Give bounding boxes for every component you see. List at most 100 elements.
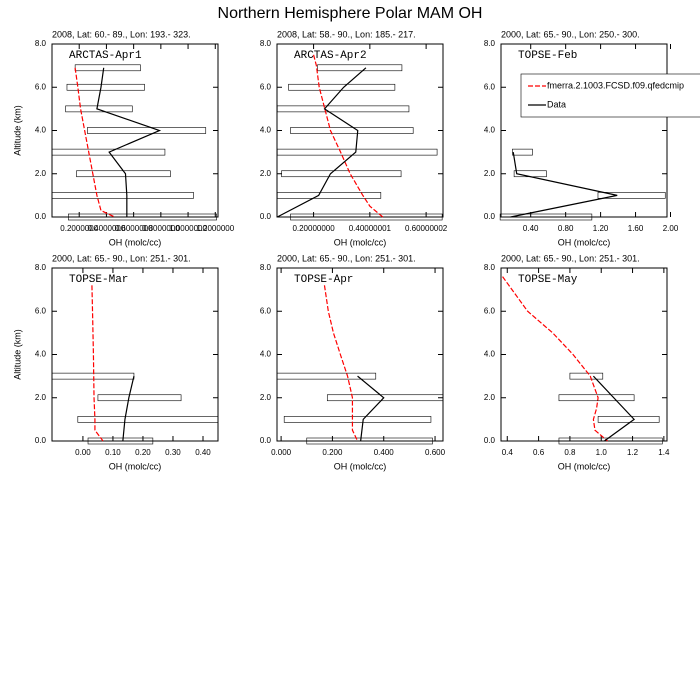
profile-line: [74, 67, 115, 218]
x-tick-label: 0.8: [564, 448, 576, 457]
x-tick-label: 0.40000001: [349, 224, 392, 233]
x-tick-label: 0.2000000: [60, 224, 98, 233]
panel-header: 2008, Lat: 58.- 90., Lon: 185.- 217.: [277, 29, 416, 39]
profile-line: [96, 67, 162, 217]
y-tick-label: 0.0: [35, 212, 47, 221]
panel-label: TOPSE-May: [518, 274, 578, 286]
range-box: [499, 213, 593, 221]
x-tick-label: 1.2: [627, 448, 639, 457]
x-tick-label: 0.30: [165, 448, 181, 457]
range-box: [597, 192, 666, 199]
x-tick-label: 0.10: [105, 448, 121, 457]
profile-line: [592, 375, 636, 442]
panel-label: ARCTAS-Apr2: [294, 50, 367, 62]
range-box: [276, 192, 382, 199]
x-tick-label: 0.40: [195, 448, 211, 457]
panel-label: TOPSE-Feb: [518, 50, 577, 62]
y-tick-label: 8.0: [35, 263, 47, 272]
range-box: [87, 437, 154, 445]
y-tick-label: 2.0: [260, 169, 272, 178]
y-tick-label: 0.0: [35, 436, 47, 445]
range-box: [512, 148, 533, 156]
x-tick-label: 0.6000000: [115, 224, 153, 233]
y-tick-label: 4.0: [484, 350, 496, 359]
y-tick-label: 8.0: [260, 39, 272, 48]
y-tick-label: 4.0: [260, 350, 272, 359]
range-box: [276, 105, 410, 113]
x-tick-label: 0.60000002: [405, 224, 448, 233]
y-tick-label: 2.0: [484, 393, 496, 402]
y-tick-label: 6.0: [35, 306, 47, 315]
range-box: [558, 437, 663, 445]
range-box: [65, 105, 133, 113]
y-axis-label: Altitude (km): [12, 329, 22, 380]
profile-line: [357, 375, 385, 442]
figure-title: Northern Hemisphere Polar MAM OH: [218, 5, 483, 22]
range-box: [306, 437, 433, 445]
profile-line: [91, 285, 104, 442]
y-tick-label: 2.0: [35, 169, 47, 178]
x-tick-label: 0.200: [322, 448, 343, 457]
x-tick-label: 0.20000000: [292, 224, 335, 233]
x-tick-label: 1.0: [596, 448, 608, 457]
range-box: [77, 416, 219, 423]
x-axis-label: OH (molc/cc): [558, 237, 611, 247]
x-axis-label: OH (molc/cc): [334, 237, 387, 247]
profile-line: [323, 285, 359, 442]
range-box: [317, 64, 403, 72]
x-tick-label: 0.40: [523, 224, 539, 233]
range-box: [276, 148, 438, 156]
y-tick-label: 0.0: [260, 212, 272, 221]
y-tick-label: 6.0: [35, 82, 47, 91]
x-tick-label: 0.80: [558, 224, 574, 233]
panel-label: TOPSE-Mar: [69, 274, 128, 286]
x-axis-label: OH (molc/cc): [109, 461, 162, 471]
range-box: [283, 416, 432, 423]
range-box: [51, 148, 166, 156]
x-tick-label: 1.60: [628, 224, 644, 233]
x-tick-label: 0.8000000: [142, 224, 180, 233]
y-tick-label: 0.0: [484, 212, 496, 221]
y-tick-label: 8.0: [484, 263, 496, 272]
panel-header: 2000, Lat: 65.- 90., Lon: 251.- 301.: [501, 253, 640, 263]
profile-line: [510, 152, 618, 218]
panel-header: 2000, Lat: 65.- 90., Lon: 251.- 301.: [52, 253, 191, 263]
range-box: [569, 372, 604, 380]
x-tick-label: 0.000: [271, 448, 292, 457]
legend-label: Data: [547, 99, 566, 109]
y-tick-label: 4.0: [260, 126, 272, 135]
profile-line: [277, 67, 367, 218]
legend-label: fmerra.2.1003.FCSD.f09.qfedcmip: [547, 80, 684, 90]
x-tick-label: 1.2000000: [196, 224, 234, 233]
panel-header: 2000, Lat: 65.- 90., Lon: 251.- 301.: [277, 253, 416, 263]
y-tick-label: 6.0: [484, 306, 496, 315]
range-box: [66, 83, 145, 91]
x-tick-label: 0.600: [425, 448, 446, 457]
x-tick-label: 0.20: [135, 448, 151, 457]
profile-line: [502, 276, 608, 442]
range-box: [97, 394, 182, 402]
range-box: [290, 127, 414, 134]
x-tick-label: 1.0000000: [169, 224, 207, 233]
x-axis-label: OH (molc/cc): [109, 237, 162, 247]
y-tick-label: 2.0: [35, 393, 47, 402]
x-tick-label: 2.00: [663, 224, 679, 233]
x-tick-label: 0.6: [533, 448, 545, 457]
x-tick-label: 1.4: [658, 448, 670, 457]
range-box: [51, 192, 194, 199]
y-tick-label: 2.0: [260, 393, 272, 402]
range-box: [290, 213, 443, 221]
x-tick-label: 1.20: [593, 224, 609, 233]
range-box: [558, 394, 635, 402]
y-axis-label: Altitude (km): [12, 105, 22, 156]
range-box: [276, 372, 377, 380]
range-box: [87, 127, 207, 134]
panel-header: 2008, Lat: 60.- 89., Lon: 193.- 323.: [52, 29, 191, 39]
y-tick-label: 8.0: [260, 263, 272, 272]
y-tick-label: 4.0: [484, 126, 496, 135]
y-tick-label: 8.0: [35, 39, 47, 48]
x-tick-label: 0.00: [75, 448, 91, 457]
legend-box: [520, 73, 700, 118]
x-axis-label: OH (molc/cc): [558, 461, 611, 471]
